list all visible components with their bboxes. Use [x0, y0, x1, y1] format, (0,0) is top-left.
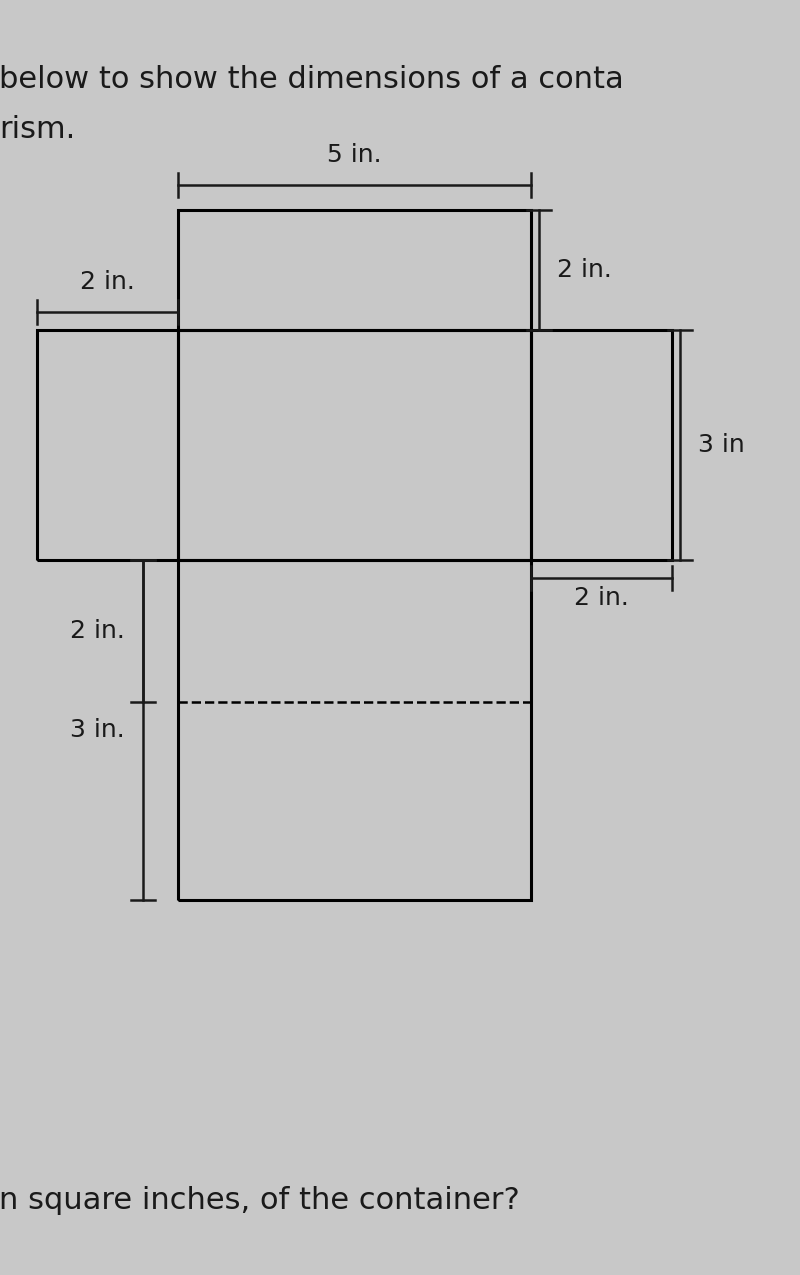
Text: 3 in.: 3 in.	[70, 718, 125, 742]
Text: below to show the dimensions of a conta: below to show the dimensions of a conta	[0, 65, 624, 94]
Text: 5 in.: 5 in.	[327, 143, 382, 167]
Text: 2 in.: 2 in.	[557, 258, 611, 282]
Text: rism.: rism.	[0, 115, 75, 144]
Text: n square inches, of the container?: n square inches, of the container?	[0, 1186, 520, 1215]
Text: 3 in: 3 in	[698, 434, 745, 456]
Text: 2 in.: 2 in.	[574, 586, 629, 609]
Text: 2 in.: 2 in.	[70, 618, 125, 643]
Text: 2 in.: 2 in.	[80, 270, 134, 295]
